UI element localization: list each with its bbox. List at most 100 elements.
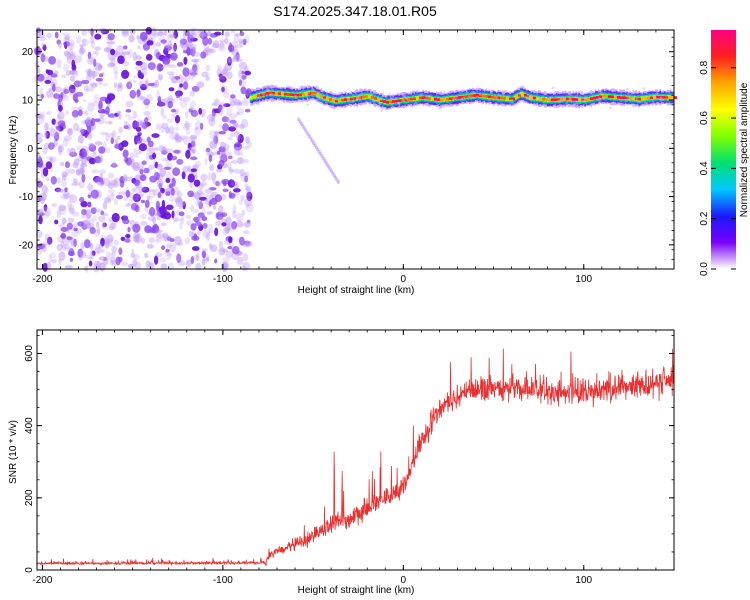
spectrogram-halo-cell bbox=[372, 89, 376, 93]
spectrogram-noise-cell bbox=[49, 252, 57, 259]
spectrogram-noise-cell bbox=[111, 212, 120, 223]
spectrogram-noise-cell bbox=[195, 193, 202, 198]
spectrogram-noise-cell bbox=[61, 94, 69, 102]
spectrogram-noise-cell bbox=[42, 44, 47, 51]
spectrogram-noise-cell bbox=[147, 216, 155, 222]
spectrogram-noise-cell bbox=[195, 160, 201, 168]
spectrogram-ridge-core bbox=[610, 95, 614, 99]
spectrogram-noise-cell bbox=[197, 212, 205, 218]
spectrogram-noise-cell bbox=[119, 179, 125, 188]
spectrogram-halo-cell bbox=[311, 88, 315, 91]
spectrogram-halo-cell bbox=[403, 94, 407, 98]
spectrogram-noise-cell bbox=[154, 171, 160, 181]
spectrogram-noise-cell bbox=[133, 147, 142, 155]
spectrogram-noise-cell bbox=[201, 71, 210, 78]
colorbar-tick-label: 0.2 bbox=[699, 211, 710, 225]
spectrogram-noise-cell bbox=[61, 32, 71, 37]
spectrogram-noise-cell bbox=[245, 136, 250, 144]
spectrogram-noise-cell bbox=[135, 60, 143, 66]
spectrogram-noise-cell bbox=[55, 188, 64, 193]
spectrogram-noise-cell bbox=[184, 122, 192, 128]
spectrogram-noise-cell bbox=[239, 236, 245, 246]
spectrogram-halo-cell bbox=[475, 87, 478, 91]
spectrogram-noise-cell bbox=[60, 240, 65, 248]
spectrogram-noise-cell bbox=[61, 74, 67, 79]
spectrogram-noise-cell bbox=[60, 234, 67, 239]
spectrogram-noise-cell bbox=[71, 231, 79, 237]
spectrogram-noise-cell bbox=[54, 219, 59, 225]
spectrogram-halo-cell bbox=[511, 101, 514, 105]
spectrogram-noise-cell bbox=[95, 209, 104, 213]
spectrogram-noise-cell bbox=[127, 226, 131, 233]
spectrogram-noise-cell bbox=[84, 222, 91, 229]
spectrogram-noise-cell bbox=[243, 221, 251, 228]
spectrogram-noise-cell bbox=[228, 126, 237, 132]
spectrogram-noise-cell bbox=[173, 186, 180, 196]
spectrogram-noise-cell bbox=[156, 89, 160, 100]
spectrogram-noise-cell bbox=[163, 166, 172, 170]
spectrogram-noise-cell bbox=[169, 238, 175, 243]
spectrogram-noise-cell bbox=[175, 91, 181, 99]
spectrogram-branch-cell bbox=[336, 180, 340, 184]
spectrogram-noise-cell bbox=[222, 123, 229, 132]
spectrogram-halo-cell bbox=[575, 102, 578, 106]
spectrogram-halo-cell bbox=[626, 96, 630, 100]
spectrogram-halo-cell bbox=[438, 107, 442, 111]
spectrogram-ridge-core bbox=[403, 98, 407, 102]
spectrogram-noise-cell bbox=[107, 33, 115, 41]
spectrogram-noise-cell bbox=[245, 108, 251, 113]
spectrogram-noise-cell bbox=[165, 177, 171, 183]
spectrogram-noise-cell bbox=[159, 167, 167, 178]
snr-frame bbox=[36, 329, 675, 571]
spectrogram-noise-cell bbox=[194, 126, 199, 131]
spectrogram-noise-cell bbox=[64, 247, 73, 252]
spectrogram-ridge-core bbox=[313, 91, 317, 95]
spectrogram-noise-cell bbox=[75, 35, 82, 44]
spectrogram-noise-cell bbox=[114, 239, 119, 246]
spectrogram-ridge-core bbox=[469, 94, 473, 98]
spectrogram-noise-cell bbox=[204, 157, 208, 166]
spectrogram-noise-cell bbox=[205, 147, 211, 153]
spectrogram-halo-cell bbox=[479, 93, 482, 97]
spectrogram-noise-cell bbox=[217, 73, 224, 78]
spectrogram-noise-cell bbox=[160, 213, 167, 219]
spectrogram-noise-cell bbox=[207, 30, 212, 36]
spectrogram-noise-cell bbox=[43, 207, 52, 217]
spectrogram-noise-cell bbox=[233, 131, 240, 135]
spectrogram-ridge-core bbox=[379, 99, 383, 102]
spectrogram-noise-cell bbox=[81, 209, 88, 216]
spectrogram-halo-cell bbox=[489, 91, 493, 95]
spectrogram-noise-cell bbox=[145, 260, 151, 269]
spectrogram-noise-cell bbox=[139, 190, 144, 197]
spectrogram-noise-cell bbox=[191, 148, 196, 154]
spectrogram-noise-cell bbox=[195, 221, 203, 227]
spectrogram-halo-cell bbox=[360, 92, 364, 96]
spectrogram-ridge-core bbox=[601, 94, 605, 98]
spectrogram-halo-cell bbox=[529, 94, 532, 98]
spectrogram-ridge-core bbox=[304, 92, 308, 96]
spectrogram-noise-cell bbox=[178, 211, 185, 217]
spectrogram-noise-cell bbox=[238, 102, 243, 107]
spectrogram-halo-cell bbox=[390, 103, 394, 107]
spectrogram-noise-cell bbox=[196, 81, 205, 88]
spectrogram-noise-cell bbox=[126, 81, 132, 90]
spectrogram-noise-cell bbox=[162, 232, 169, 239]
spectrogram-ridge-core bbox=[274, 92, 278, 95]
spectrogram-noise-cell bbox=[77, 134, 84, 144]
spectrogram-noise-cell bbox=[85, 68, 93, 74]
spectrogram-noise-cell bbox=[161, 149, 168, 155]
spectrogram-noise-cell bbox=[97, 64, 102, 71]
spectrogram-noise-cell bbox=[139, 95, 146, 100]
spectrogram-noise-cell bbox=[78, 109, 83, 117]
spectrogram-noise-cell bbox=[191, 135, 195, 146]
spectrogram-noise-cell bbox=[190, 204, 195, 213]
spectrogram-noise-cell bbox=[159, 257, 166, 263]
spectrogram-noise-cell bbox=[111, 130, 117, 139]
spectrogram-noise-cell bbox=[127, 202, 132, 207]
spectrogram-noise-cell bbox=[68, 84, 76, 94]
spectrogram-noise-cell bbox=[116, 194, 123, 200]
spectrogram-noise-cell bbox=[184, 120, 190, 129]
spectrogram-noise-cell bbox=[222, 188, 229, 193]
spectrogram-noise-cell bbox=[182, 201, 186, 210]
spectrogram-halo-cell bbox=[316, 92, 319, 96]
